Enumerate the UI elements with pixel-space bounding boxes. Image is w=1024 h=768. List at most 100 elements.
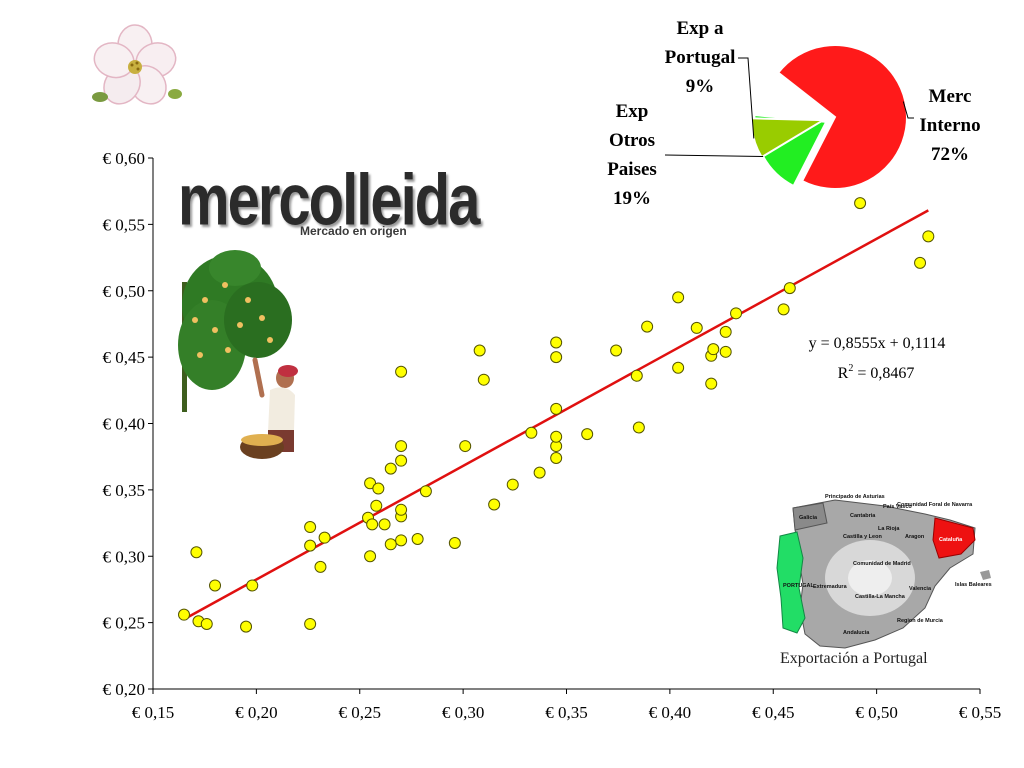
scatter-point bbox=[370, 499, 383, 512]
svg-text:Extremadura: Extremadura bbox=[813, 584, 848, 590]
scatter-point bbox=[707, 343, 720, 356]
svg-text:Castilla y Leon: Castilla y Leon bbox=[843, 534, 882, 540]
x-tick-label: € 0,35 bbox=[545, 703, 588, 722]
scatter-point bbox=[506, 478, 519, 491]
scatter-point bbox=[318, 531, 331, 544]
x-tick-label: € 0,45 bbox=[752, 703, 795, 722]
scatter-point bbox=[672, 291, 685, 304]
scatter-point bbox=[914, 256, 927, 269]
scatter-point bbox=[384, 538, 397, 551]
scatter-point bbox=[364, 550, 377, 563]
svg-text:Principado de Asturias: Principado de Asturias bbox=[825, 494, 885, 500]
pie-label: Exp a bbox=[677, 18, 724, 39]
scatter-point bbox=[395, 454, 408, 467]
svg-text:PORTUGAL: PORTUGAL bbox=[783, 583, 815, 589]
scatter-point bbox=[314, 560, 327, 573]
scatter-point bbox=[488, 498, 501, 511]
scatter-point bbox=[719, 345, 732, 358]
scatter-point bbox=[672, 361, 685, 374]
scatter-point bbox=[473, 344, 486, 357]
svg-text:Comunidad Foral de Navarra: Comunidad Foral de Navarra bbox=[897, 502, 973, 508]
scatter-point bbox=[459, 440, 472, 453]
scatter-point bbox=[448, 536, 461, 549]
pie-label: 72% bbox=[931, 144, 969, 165]
r-squared-label: R bbox=[838, 365, 849, 382]
x-tick-label: € 0,50 bbox=[855, 703, 898, 722]
scatter-point bbox=[854, 197, 867, 210]
y-tick-label: € 0,60 bbox=[103, 149, 146, 168]
x-tick-label: € 0,20 bbox=[235, 703, 278, 722]
r-squared-text: R2 = 0,8467 bbox=[838, 363, 915, 382]
scatter-point bbox=[395, 503, 408, 516]
scatter-point bbox=[783, 282, 796, 295]
y-tick-label: € 0,35 bbox=[103, 481, 146, 500]
x-tick-label: € 0,55 bbox=[959, 703, 1002, 722]
svg-text:Castilla-La Mancha: Castilla-La Mancha bbox=[855, 594, 906, 600]
svg-text:Region de Murcia: Region de Murcia bbox=[897, 618, 944, 624]
equation-text: y = 0,8555x + 0,1114 bbox=[809, 335, 946, 352]
scatter-point bbox=[419, 485, 432, 498]
scatter-point bbox=[246, 579, 259, 592]
r-squared-value: = 0,8467 bbox=[853, 365, 914, 382]
scatter-point bbox=[366, 518, 379, 531]
scatter-point bbox=[240, 620, 253, 633]
scatter-point bbox=[384, 462, 397, 475]
y-tick-label: € 0,45 bbox=[103, 348, 146, 367]
y-tick-label: € 0,40 bbox=[103, 415, 146, 434]
svg-text:Islas Baleares: Islas Baleares bbox=[955, 582, 992, 588]
scatter-point bbox=[719, 325, 732, 338]
scatter-point bbox=[178, 608, 191, 621]
svg-text:Cataluña: Cataluña bbox=[939, 537, 963, 543]
x-tick-label: € 0,25 bbox=[339, 703, 382, 722]
scatter-point bbox=[641, 320, 654, 333]
svg-text:Aragon: Aragon bbox=[905, 534, 925, 540]
pie-leader-line bbox=[738, 57, 755, 139]
y-tick-label: € 0,20 bbox=[103, 680, 146, 699]
logo-wordmark: mercolleida bbox=[178, 159, 480, 241]
pie-leader-line bbox=[664, 154, 764, 158]
svg-text:Galicia: Galicia bbox=[799, 515, 818, 521]
scatter-point bbox=[610, 344, 623, 357]
pie-chart: Merc Interno 72% Exp Otros Paises 19% Exp a Port… bbox=[607, 18, 980, 209]
y-tick-label: € 0,30 bbox=[103, 547, 146, 566]
scatter-point bbox=[411, 532, 424, 545]
scatter-point bbox=[550, 351, 563, 364]
scatter-point bbox=[550, 402, 563, 415]
scatter-point bbox=[395, 534, 408, 547]
scatter-point bbox=[922, 230, 935, 243]
scatter-point bbox=[304, 539, 317, 552]
pie-slice bbox=[776, 44, 908, 190]
r-squared-superscript: 2 bbox=[848, 363, 853, 374]
tree-picker-illustration bbox=[178, 250, 298, 459]
scatter-point bbox=[190, 546, 203, 559]
svg-text:La Rioja: La Rioja bbox=[878, 526, 900, 532]
svg-text:Valencia: Valencia bbox=[909, 586, 932, 592]
logo-tagline: Mercado en origen bbox=[300, 224, 407, 238]
scatter-point bbox=[730, 307, 743, 320]
pie-label: 9% bbox=[686, 76, 715, 97]
scatter-point bbox=[304, 617, 317, 630]
scatter-point bbox=[632, 421, 645, 434]
y-tick-label: € 0,50 bbox=[103, 282, 146, 301]
x-tick-label: € 0,30 bbox=[442, 703, 485, 722]
map-region-labels: Principado de Asturias Galicia Cantabria… bbox=[783, 494, 992, 636]
x-tick-label: € 0,40 bbox=[649, 703, 692, 722]
scatter-point bbox=[777, 303, 790, 316]
scatter-point bbox=[395, 365, 408, 378]
scatter-point bbox=[372, 482, 385, 495]
apple-blossom-icon bbox=[92, 24, 182, 105]
pie-label: Merc bbox=[929, 86, 972, 107]
svg-text:Comunidad de Madrid: Comunidad de Madrid bbox=[853, 561, 911, 567]
pie-label: Paises bbox=[607, 159, 657, 180]
scatter-point bbox=[200, 617, 213, 630]
pie-label: Interno bbox=[919, 115, 980, 136]
x-tick-label: € 0,15 bbox=[132, 703, 175, 722]
pie-label: Exp bbox=[616, 101, 649, 122]
scatter-point bbox=[550, 430, 563, 443]
scatter-point bbox=[477, 373, 490, 386]
svg-text:Cantabria: Cantabria bbox=[850, 513, 876, 519]
scatter-point bbox=[525, 426, 538, 439]
pie-label: Portugal bbox=[665, 47, 736, 68]
scatter-point bbox=[550, 336, 563, 349]
